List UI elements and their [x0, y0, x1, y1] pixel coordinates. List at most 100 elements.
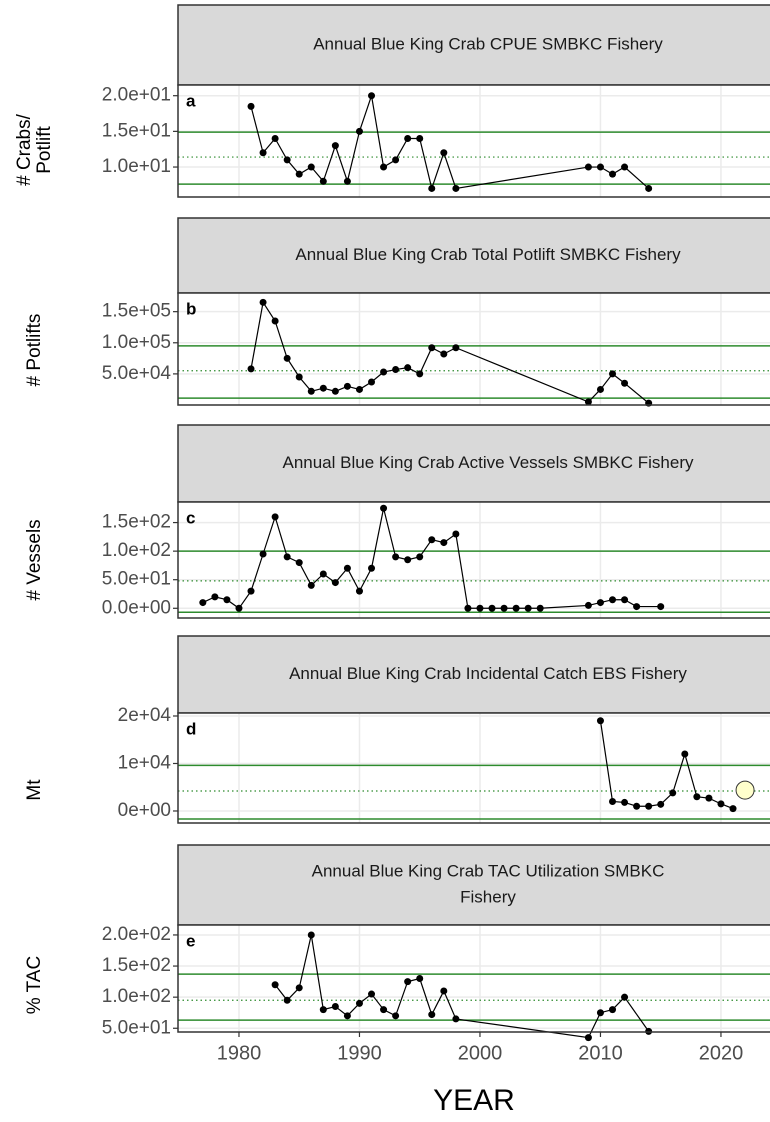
data-point: [319, 177, 327, 185]
data-point: [440, 987, 448, 995]
data-point: [355, 999, 363, 1007]
data-point: [596, 599, 604, 607]
data-point: [440, 149, 448, 157]
data-point: [428, 344, 436, 352]
data-point: [247, 587, 255, 595]
data-point: [380, 1006, 388, 1014]
data-point: [416, 370, 424, 378]
panel-title: Fishery: [460, 887, 516, 906]
x-tick-label: 2020: [699, 1042, 744, 1064]
data-point: [259, 550, 267, 558]
panel-title: Annual Blue King Crab CPUE SMBKC Fishery: [313, 34, 663, 53]
panel-letter: b: [186, 299, 196, 318]
data-point: [271, 135, 279, 143]
data-point: [235, 604, 243, 612]
data-point: [295, 170, 303, 178]
data-point: [452, 344, 460, 352]
plot-area: [178, 85, 770, 197]
y-tick-label: 1e+04: [118, 753, 172, 774]
strip: [177, 635, 770, 714]
data-point: [464, 604, 472, 612]
data-point: [693, 793, 701, 801]
data-point: [596, 1009, 604, 1017]
y-tick-label: 0.0e+00: [102, 597, 171, 618]
plot-area: [178, 925, 770, 1032]
data-point: [488, 604, 496, 612]
data-point: [283, 553, 291, 561]
data-point: [331, 387, 339, 395]
y-tick-label: 1.5e+02: [102, 955, 171, 976]
data-point: [609, 596, 617, 604]
panel-letter: a: [186, 91, 196, 110]
data-point: [368, 92, 376, 100]
data-point: [717, 800, 725, 808]
plot-area: [178, 502, 770, 618]
data-point: [331, 1002, 339, 1010]
data-point: [645, 802, 653, 810]
y-tick-label: 1.0e+01: [102, 156, 171, 177]
data-point: [392, 553, 400, 561]
data-point: [416, 553, 424, 561]
data-point: [428, 1011, 436, 1019]
y-axis-label: Potlift: [34, 126, 55, 174]
data-point: [355, 587, 363, 595]
y-tick-label: 5.0e+01: [102, 1017, 171, 1038]
data-point: [211, 593, 219, 601]
data-point: [259, 298, 267, 306]
data-point: [428, 536, 436, 544]
panel-title: Annual Blue King Crab Active Vessels SMB…: [282, 453, 694, 472]
data-point: [392, 1012, 400, 1020]
y-axis-label: # Potlifts: [24, 314, 45, 387]
data-point: [609, 370, 617, 378]
panel-letter: e: [186, 931, 195, 950]
data-point: [247, 365, 255, 373]
plot-border: [177, 501, 770, 619]
x-tick-label: 2010: [578, 1042, 623, 1064]
strip: [177, 844, 770, 926]
data-point: [295, 984, 303, 992]
data-point: [283, 354, 291, 362]
data-point: [319, 1006, 327, 1014]
data-point: [416, 975, 424, 982]
data-point: [355, 127, 363, 135]
y-tick-label: 5.0e+01: [102, 569, 171, 590]
data-point: [331, 142, 339, 150]
data-point: [247, 102, 255, 110]
data-point: [271, 513, 279, 521]
y-axis-label: % TAC: [24, 956, 45, 1014]
x-axis-label: YEAR: [433, 1084, 515, 1117]
data-point: [404, 978, 412, 986]
data-point: [645, 184, 653, 192]
y-tick-label: 2.0e+01: [102, 85, 171, 106]
data-point: [681, 750, 689, 758]
data-point: [319, 570, 327, 578]
data-point: [584, 1034, 592, 1042]
y-tick-label: 2e+04: [118, 705, 172, 726]
data-point: [380, 504, 388, 512]
data-point: [380, 163, 388, 171]
data-point: [452, 184, 460, 192]
plot-area: [178, 293, 770, 405]
data-point: [621, 798, 629, 806]
panel-letter: d: [186, 719, 196, 738]
y-tick-label: 2.0e+02: [102, 924, 171, 945]
data-point: [452, 1015, 460, 1023]
panel-title: Annual Blue King Crab TAC Utilization SM…: [312, 861, 665, 880]
data-point: [283, 996, 291, 1004]
plot-border: [177, 292, 770, 406]
y-tick-label: 1.5e+01: [102, 120, 171, 141]
y-tick-label: 5.0e+04: [102, 363, 172, 384]
data-point: [271, 317, 279, 325]
data-point: [307, 581, 315, 589]
data-point: [380, 368, 388, 376]
data-point: [500, 604, 508, 612]
y-tick-label: 0e+00: [118, 800, 171, 821]
data-point: [729, 805, 737, 813]
data-point: [343, 564, 351, 572]
data-point: [452, 530, 460, 538]
data-point: [440, 539, 448, 547]
plot-border: [177, 712, 770, 824]
highlight-point: [735, 780, 755, 800]
